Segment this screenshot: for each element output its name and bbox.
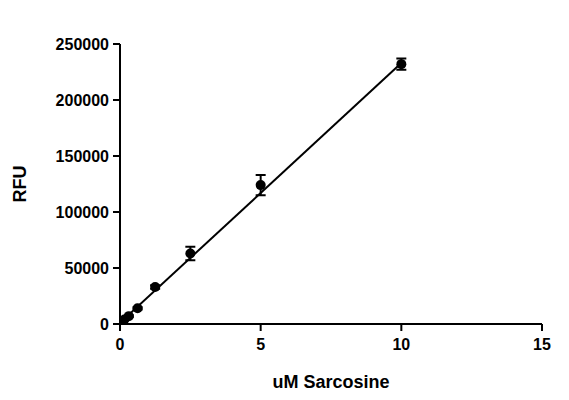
x-tick [541,324,543,331]
x-tick-label: 10 [392,336,410,353]
y-tick [113,155,120,157]
y-tick-label: 200000 [56,92,109,109]
x-axis-label: uM Sarcosine [272,372,389,392]
y-tick-label: 50000 [65,260,110,277]
y-axis [119,44,121,324]
point [133,303,143,313]
y-tick [113,323,120,325]
x-tick [119,324,121,331]
y-tick-label: 250000 [56,36,109,53]
x-tick-label: 5 [256,336,265,353]
x-tick [400,324,402,331]
y-tick-label: 150000 [56,148,109,165]
y-tick [113,267,120,269]
y-axis-label: RFU [10,166,30,203]
y-tick-label: 100000 [56,204,109,221]
x-tick-label: 15 [533,336,551,353]
chart: 0 5 10 15 0 50000 100000 150000 200000 250000 uM S… [0,0,569,400]
y-tick [113,99,120,101]
x-tick [260,324,262,331]
plot-area [120,59,406,324]
y-tick [113,211,120,213]
fit-line [120,63,401,323]
y-tick [113,43,120,45]
x-tick-label: 0 [116,336,125,353]
x-axis [120,323,542,325]
y-tick-label: 0 [100,316,109,333]
